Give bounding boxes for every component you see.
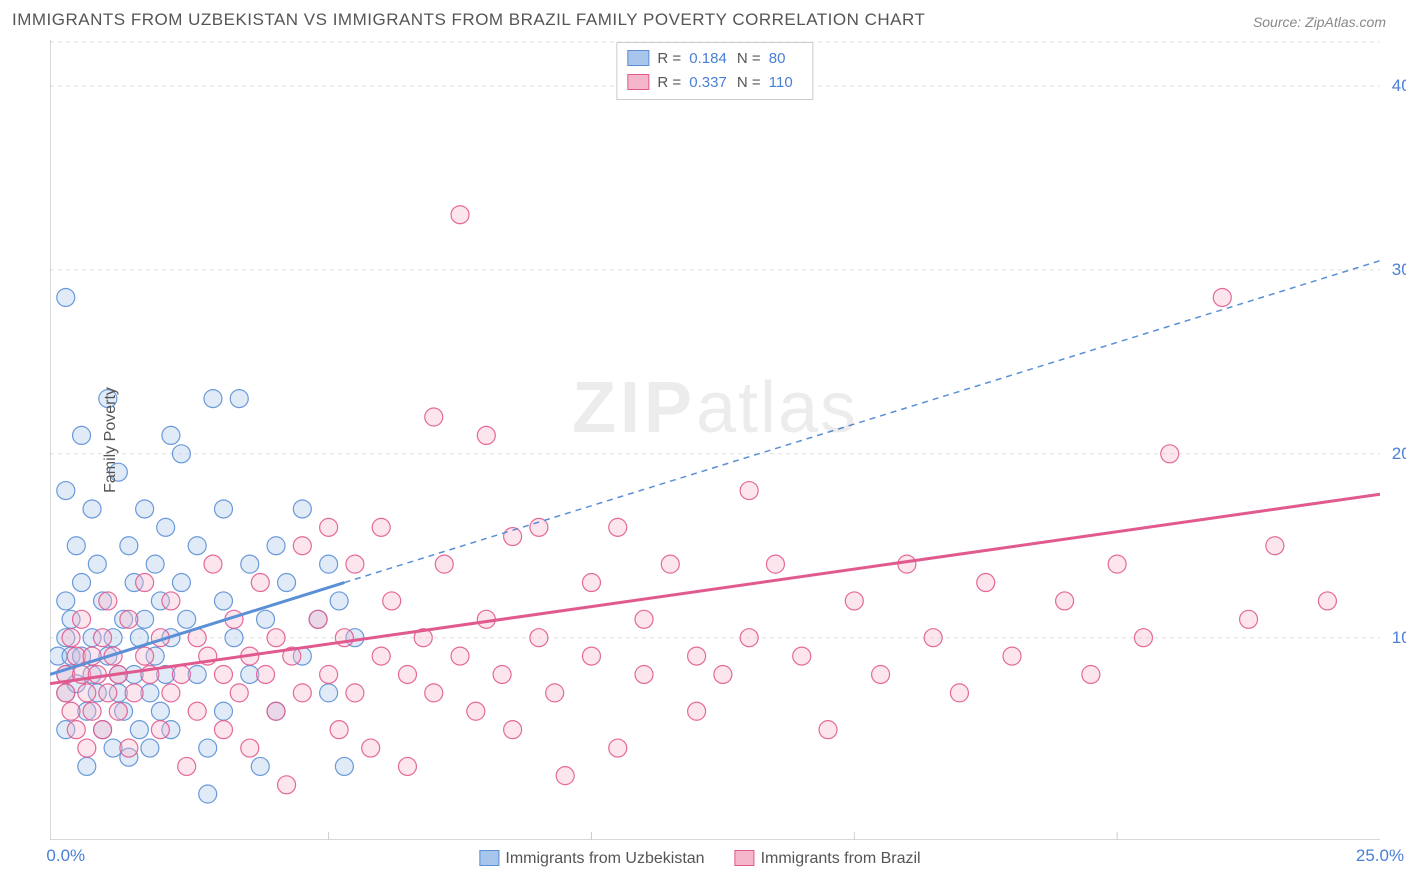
chart-title: IMMIGRANTS FROM UZBEKISTAN VS IMMIGRANTS… bbox=[12, 10, 925, 30]
legend-r-value: 0.337 bbox=[689, 74, 727, 91]
legend-n-value: 80 bbox=[769, 50, 786, 67]
y-tick: 10.0% bbox=[1392, 628, 1406, 648]
y-tick: 20.0% bbox=[1392, 444, 1406, 464]
legend-r-label: R = bbox=[657, 50, 685, 67]
correlation-legend: R = 0.184 N = 80 R = 0.337 N = 110 bbox=[616, 42, 813, 100]
legend-swatch-icon bbox=[627, 50, 649, 66]
bottom-legend-swatch-icon bbox=[735, 850, 755, 866]
x-tick: 25.0% bbox=[1356, 846, 1404, 866]
bottom-legend-swatch-icon bbox=[479, 850, 499, 866]
legend-r-value: 0.184 bbox=[689, 50, 727, 67]
legend-row: R = 0.184 N = 80 bbox=[627, 47, 802, 71]
source-attribution: Source: ZipAtlas.com bbox=[1253, 14, 1386, 30]
scatter-plot: Family Poverty 10.0%20.0%30.0%40.0% 0.0%… bbox=[50, 40, 1380, 840]
bottom-legend-label: Immigrants from Brazil bbox=[761, 850, 921, 867]
y-tick: 40.0% bbox=[1392, 76, 1406, 96]
plot-svg bbox=[50, 40, 1380, 840]
legend-n-label: N = bbox=[737, 74, 765, 91]
legend-n-label: N = bbox=[737, 50, 765, 67]
x-tick: 0.0% bbox=[46, 846, 85, 866]
y-axis-label: Family Poverty bbox=[102, 387, 120, 493]
legend-n-value: 110 bbox=[769, 74, 793, 91]
legend-row: R = 0.337 N = 110 bbox=[627, 71, 802, 95]
y-tick: 30.0% bbox=[1392, 260, 1406, 280]
bottom-legend-label: Immigrants from Uzbekistan bbox=[505, 850, 704, 867]
legend-swatch-icon bbox=[627, 74, 649, 90]
legend-r-label: R = bbox=[657, 74, 685, 91]
series-legend: Immigrants from Uzbekistan Immigrants fro… bbox=[479, 850, 950, 868]
